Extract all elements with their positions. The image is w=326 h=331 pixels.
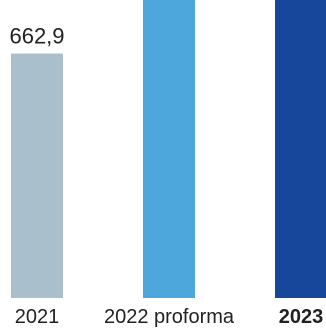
bar-2022-proforma	[143, 0, 195, 298]
category-label-2022-proforma: 2022 proforma	[104, 306, 235, 328]
category-label-2023: 2023	[279, 306, 324, 328]
value-label-2021: 662,9	[9, 24, 64, 49]
bar-2021	[11, 53, 63, 298]
category-label-2021: 2021	[15, 306, 60, 328]
bar-2023	[275, 0, 326, 298]
